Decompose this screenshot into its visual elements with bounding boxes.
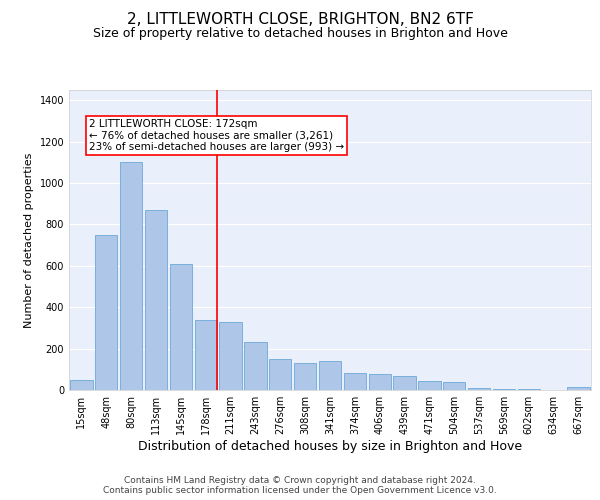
Bar bbox=[493, 389, 515, 390]
Text: Size of property relative to detached houses in Brighton and Hove: Size of property relative to detached ho… bbox=[92, 28, 508, 40]
Text: 2 LITTLEWORTH CLOSE: 172sqm
← 76% of detached houses are smaller (3,261)
23% of : 2 LITTLEWORTH CLOSE: 172sqm ← 76% of det… bbox=[89, 119, 344, 152]
Bar bbox=[70, 380, 92, 390]
Bar bbox=[368, 374, 391, 390]
Bar bbox=[394, 376, 416, 390]
Bar bbox=[120, 162, 142, 390]
Bar bbox=[319, 361, 341, 390]
Bar bbox=[294, 363, 316, 390]
Text: Contains HM Land Registry data © Crown copyright and database right 2024.
Contai: Contains HM Land Registry data © Crown c… bbox=[103, 476, 497, 495]
Bar bbox=[220, 322, 242, 390]
Bar bbox=[194, 320, 217, 390]
Bar bbox=[568, 387, 590, 390]
X-axis label: Distribution of detached houses by size in Brighton and Hove: Distribution of detached houses by size … bbox=[138, 440, 522, 453]
Bar bbox=[145, 210, 167, 390]
Y-axis label: Number of detached properties: Number of detached properties bbox=[24, 152, 34, 328]
Bar bbox=[244, 342, 266, 390]
Bar bbox=[95, 235, 118, 390]
Bar bbox=[344, 374, 366, 390]
Bar bbox=[418, 380, 440, 390]
Bar bbox=[269, 359, 292, 390]
Text: 2, LITTLEWORTH CLOSE, BRIGHTON, BN2 6TF: 2, LITTLEWORTH CLOSE, BRIGHTON, BN2 6TF bbox=[127, 12, 473, 28]
Bar bbox=[443, 382, 466, 390]
Bar bbox=[468, 388, 490, 390]
Bar bbox=[170, 264, 192, 390]
